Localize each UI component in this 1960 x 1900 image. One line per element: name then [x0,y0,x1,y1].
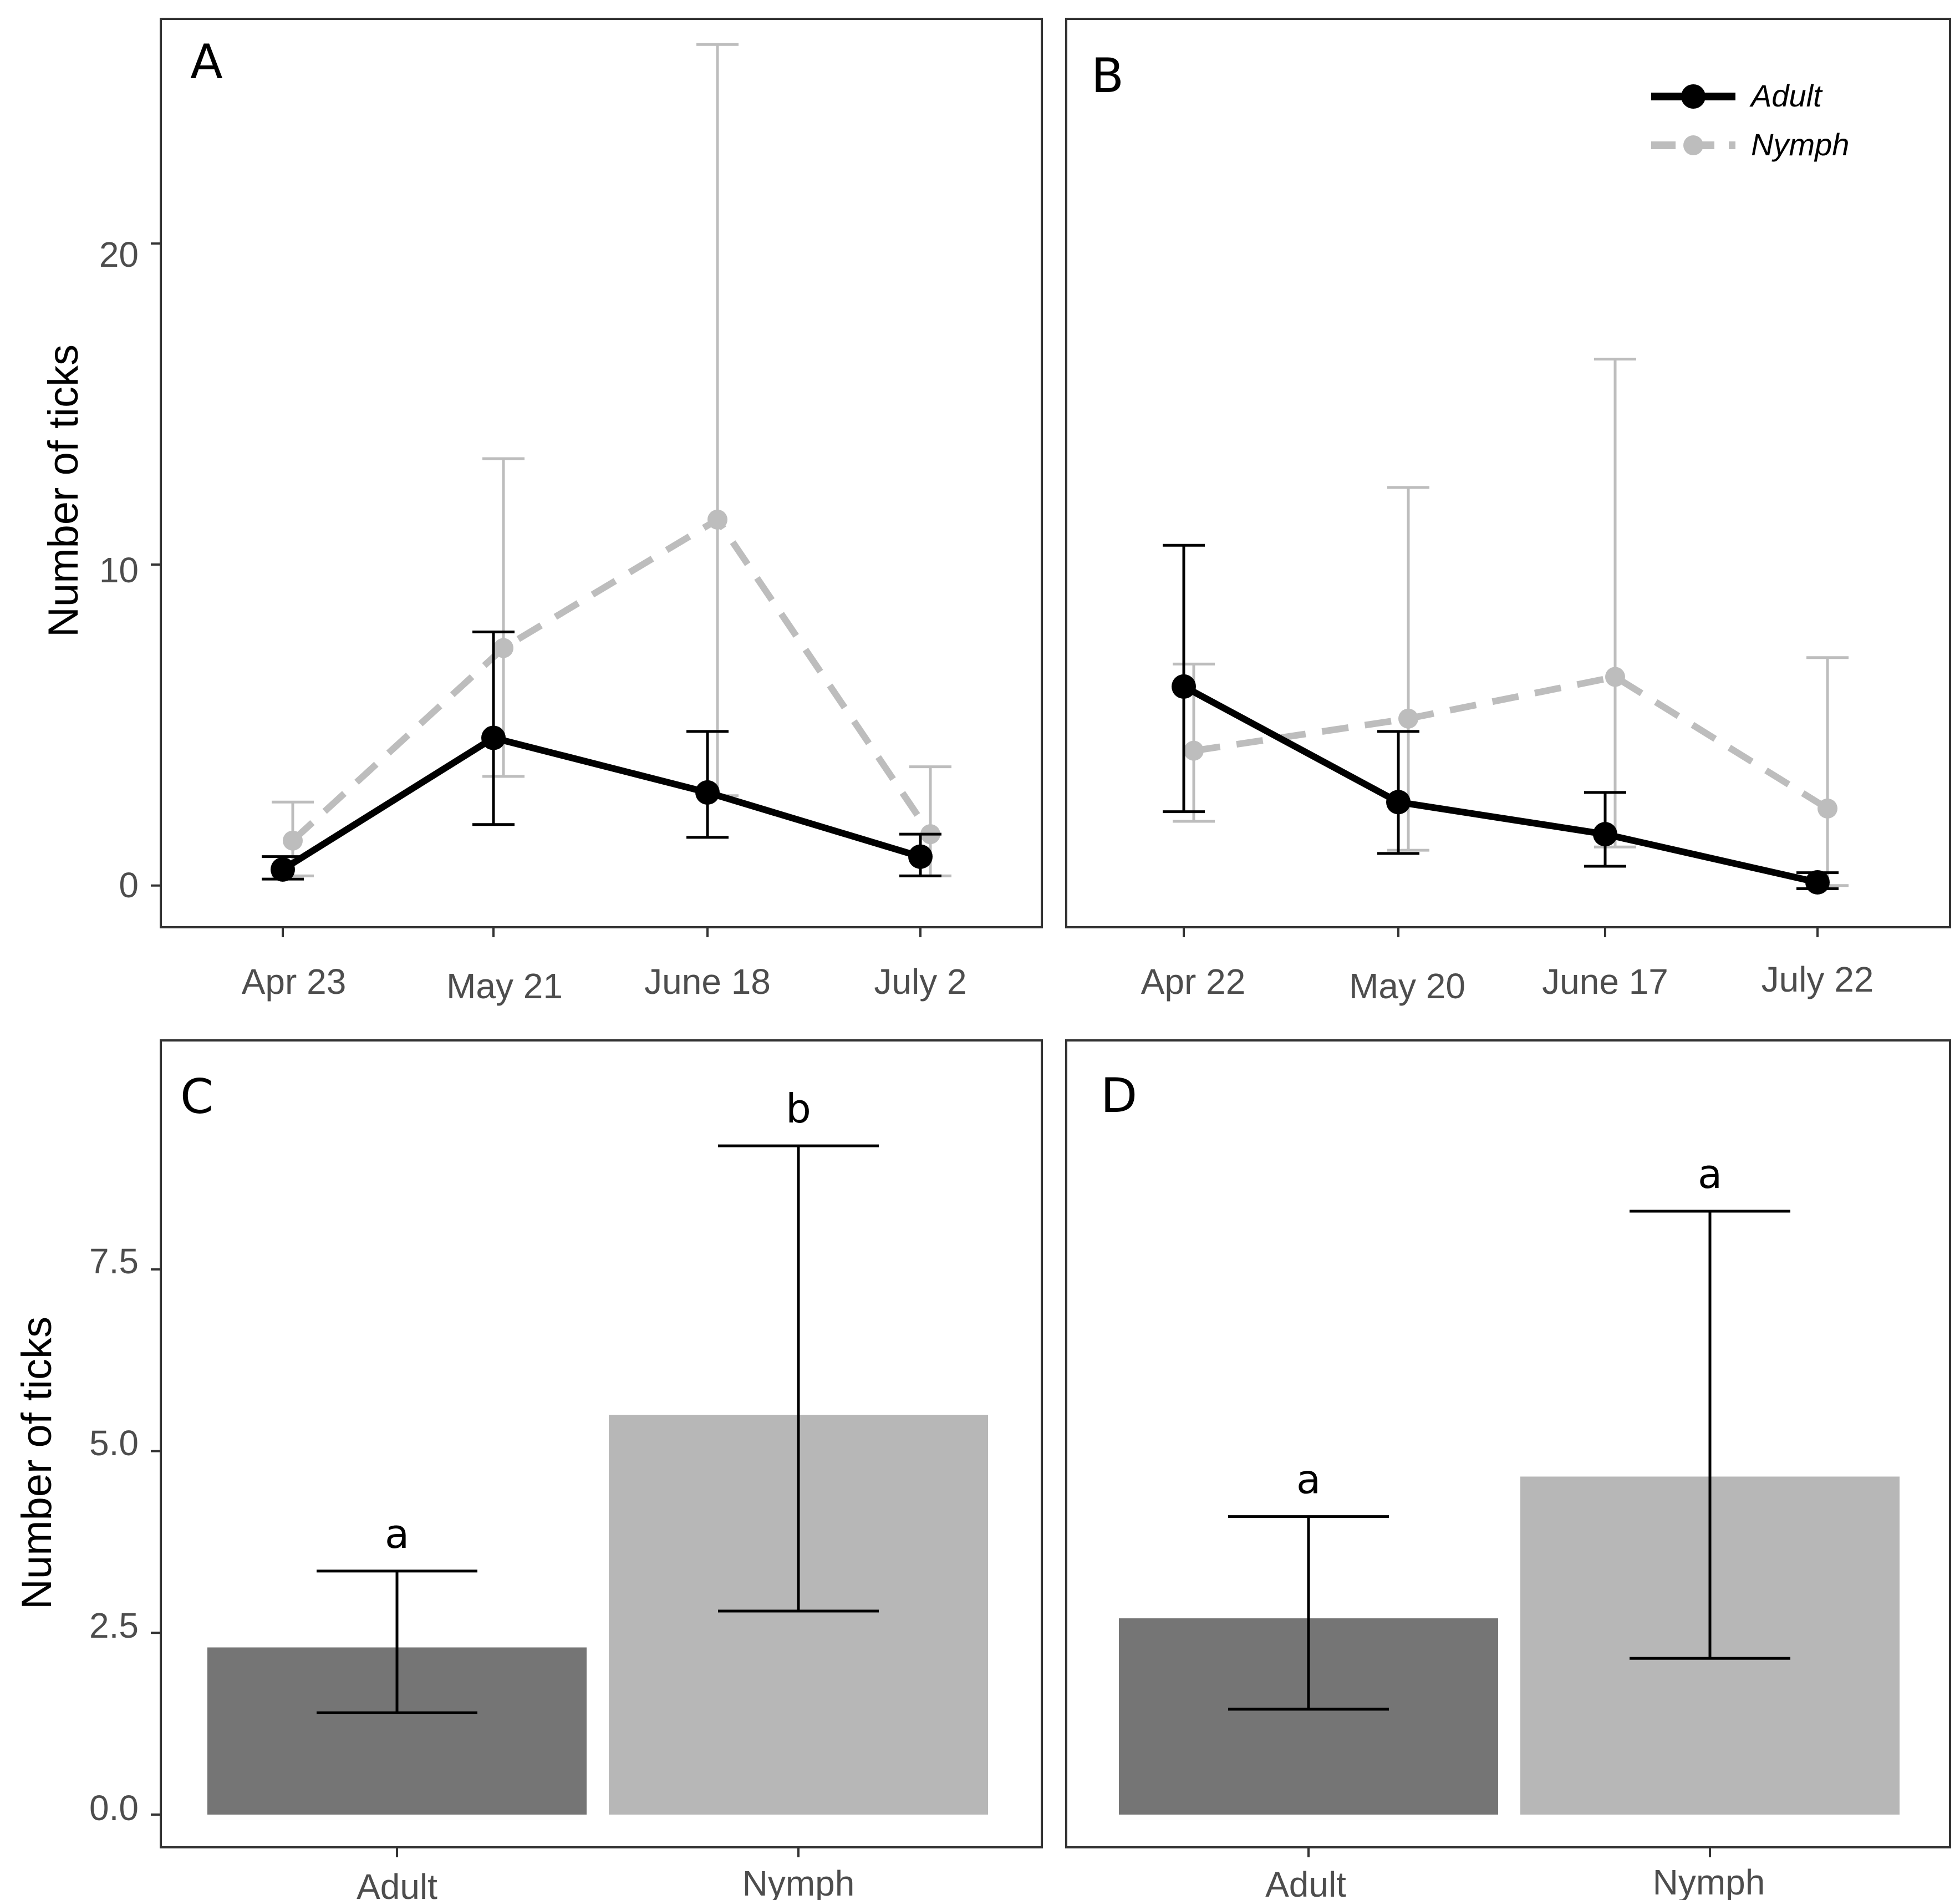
panel-a-adult-point [271,857,295,882]
panel-a-xtick-label: June 18 [644,962,771,1002]
panel-c-frame [160,1039,1043,1848]
panel-b-adult-point [1172,674,1196,699]
panel-c-xtick-label: Nymph [742,1863,855,1900]
panel-a-adult-point [481,725,506,750]
panel-d-xtick-labels: Adult Nymph [1265,1862,1765,1900]
panel-c-ylabel: Number of ticks [13,1317,60,1609]
panel-c-ticks [151,1268,800,1857]
panel-d-plot: aa [1119,1151,1900,1815]
panel-d-ticks [1307,1847,1711,1857]
panel-b-nymph-point [1398,708,1418,729]
panel-c: 0.0 2.5 5.0 7.5 Adult Nymph ab C Number … [13,1039,1043,1900]
panel-b-xtick-labels: Apr 22 May 20 June 17 July 22 [1141,959,1874,1006]
panel-a: 0 10 20 Apr 23 May 21 June 18 July 2 A N… [40,18,1043,1006]
panel-d-significance-letter: a [1296,1456,1321,1503]
panel-a-nymph-line [290,516,933,844]
panel-a-ytick-labels: 0 10 20 [99,235,139,905]
panel-c-ytick-label: 0.0 [89,1788,139,1828]
legend-adult-marker [1681,84,1706,109]
panel-c-ytick-labels: 0.0 2.5 5.0 7.5 [89,1241,139,1828]
panel-a-adult-line [281,734,922,872]
panel-b: Apr 22 May 20 June 17 July 22 B Adult Ny… [1065,18,1951,1006]
panel-a-adult-point [695,780,720,805]
panel-b-nymph-point [1184,740,1204,761]
panel-d-frame [1065,1039,1951,1848]
panel-c-significance-letter: a [385,1511,409,1557]
panel-b-xtick-label: July 22 [1762,959,1874,999]
panel-b-adult-point [1386,790,1411,815]
panel-a-frame [160,18,1043,928]
panel-a-nymph-point [707,509,727,530]
panel-a-plot [262,43,951,882]
legend: Adult Nymph [1651,78,1849,162]
panel-c-ytick-label: 7.5 [89,1241,139,1281]
panel-a-xtick-label: Apr 23 [242,962,347,1002]
panel-d: Adult Nymph aa D [1065,1039,1951,1900]
panel-b-xtick-label: June 17 [1542,962,1668,1002]
panel-b-nymph-point [1605,667,1625,687]
panel-a-letter: A [190,34,223,90]
panel-c-plot: ab [207,1085,988,1815]
panel-d-xtick-label: Adult [1265,1865,1346,1900]
panel-a-adult-point [908,844,933,869]
panel-c-xtick-labels: Adult Nymph [357,1863,854,1900]
panel-a-xtick-label: May 21 [446,966,563,1006]
panel-c-xtick-label: Adult [357,1867,437,1900]
panel-a-xtick-label: July 2 [874,962,966,1002]
panel-b-ticks [1183,927,1819,937]
panel-b-adult-point [1805,870,1830,895]
panel-a-nymph-point [283,830,303,851]
panel-a-ytick-label: 10 [99,550,139,590]
panel-b-frame [1065,18,1951,928]
panel-a-ylabel: Number of ticks [40,344,87,637]
panel-d-significance-letter: a [1698,1151,1722,1197]
panel-b-xtick-label: Apr 22 [1141,962,1246,1002]
panel-c-ytick-label: 2.5 [89,1606,139,1645]
panel-d-letter: D [1101,1068,1137,1124]
panel-a-ticks [151,242,922,937]
panel-c-ytick-label: 5.0 [89,1423,139,1463]
legend-nymph-label: Nymph [1751,127,1849,162]
panel-b-adult-line [1182,683,1819,886]
panel-a-ytick-label: 0 [119,865,139,905]
legend-nymph-marker [1683,135,1703,155]
panel-a-ytick-label: 20 [99,235,139,275]
panel-b-nymph-line [1193,673,1830,811]
panel-a-xtick-labels: Apr 23 May 21 June 18 July 2 [242,962,967,1006]
panel-b-nymph-point [1818,798,1837,819]
panel-b-letter: B [1091,48,1124,104]
panel-c-letter: C [180,1069,213,1125]
panel-b-plot [1163,358,1849,895]
panel-d-xtick-label: Nymph [1653,1862,1765,1900]
panel-c-significance-letter: b [786,1085,811,1132]
panel-b-xtick-label: May 20 [1349,966,1465,1006]
legend-adult-label: Adult [1749,78,1823,113]
panel-b-adult-point [1593,822,1617,847]
panel-a-nymph-point [493,638,513,658]
